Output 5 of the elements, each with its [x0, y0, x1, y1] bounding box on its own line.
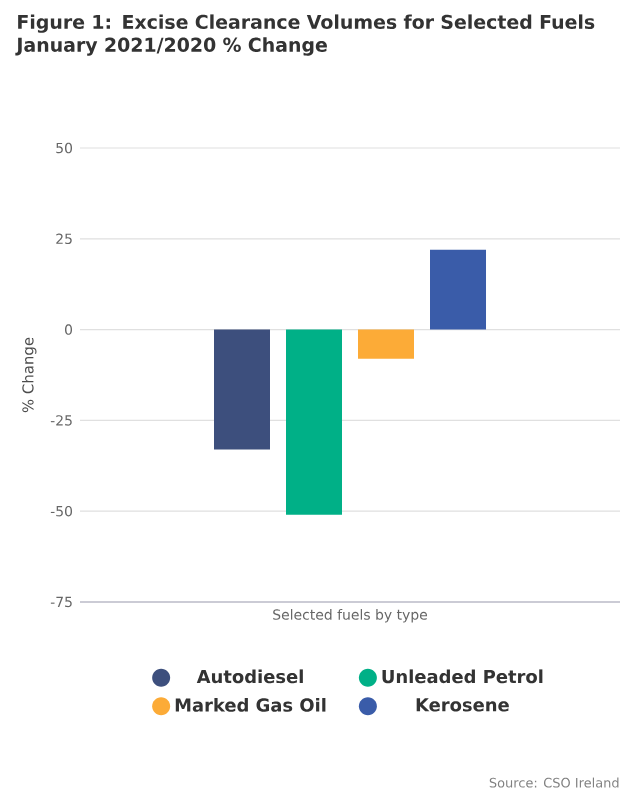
chart-title: Figure 1: Excise Clearance Volumes for Selected Fuels January 2021/2020 % Change — [15, 14, 595, 56]
legend-label: Autodiesel — [196, 669, 303, 684]
legend-label: Kerosene — [416, 698, 509, 712]
legend-label: Unleaded Petrol — [382, 669, 543, 684]
legend-label: Marked Gas Oil — [175, 697, 326, 712]
